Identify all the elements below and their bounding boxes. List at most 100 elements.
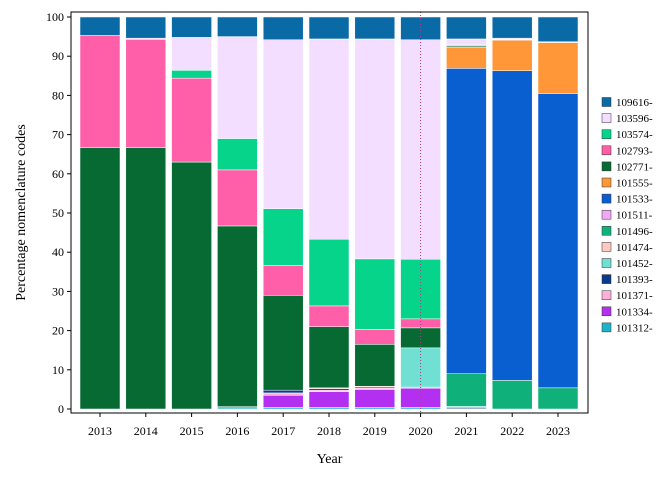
bar-segment-102771-2016 (217, 225, 258, 407)
legend-label: 101371- (616, 290, 653, 302)
bar-column-2014 (125, 16, 167, 410)
legend-item-101371: 101371- (601, 290, 653, 302)
bar-segment-109616-2013 (79, 16, 121, 36)
x-tick-label: 2019 (363, 424, 387, 438)
bar-segment-103596-2019 (354, 38, 396, 260)
legend-label: 109616- (616, 97, 653, 109)
x-tick-label: 2015 (180, 424, 204, 438)
x-axis: 2013 2014 2015 2016 2017 2018 2019 2020 2021 2022… (88, 413, 570, 438)
bar-segment-109616-2014 (125, 16, 167, 39)
y-tick-label: 20 (52, 324, 64, 338)
x-tick-label: 2018 (317, 424, 341, 438)
bar-segment-102771-2019 (354, 344, 396, 387)
bar-segment-102793-2016 (217, 169, 258, 227)
bar-segment-101555-2023 (537, 42, 579, 94)
y-tick-label: 60 (52, 167, 64, 181)
bar-segment-103574-2020 (400, 259, 441, 320)
bar-segment-103574-2015 (171, 70, 212, 79)
y-tick-label: 50 (52, 206, 64, 220)
bar-column-2019 (354, 16, 396, 410)
bar-column-2018 (308, 16, 350, 410)
x-tick-label: 2013 (88, 424, 112, 438)
bar-segment-109616-2022 (491, 16, 533, 39)
legend-item-102793: 102793- (601, 145, 653, 157)
x-tick-label: 2017 (271, 424, 295, 438)
bar-segment-109616-2023 (537, 16, 579, 42)
bar-segment-101555-2022 (491, 39, 533, 71)
bar-segment-102771-2015 (171, 161, 212, 410)
legend-swatch (601, 193, 612, 204)
legend-swatch (601, 274, 612, 284)
x-axis-label: Year (317, 452, 343, 467)
legend-item-101511: 101511- (601, 210, 653, 222)
bar-segment-103574-2017 (262, 208, 304, 266)
legend-item-101452: 101452- (601, 258, 653, 270)
bar-segment-103596-2018 (308, 38, 350, 240)
x-tick-label: 2014 (134, 424, 158, 438)
bar-column-2020 (400, 16, 441, 410)
bar-segment-102771-2018 (308, 326, 350, 389)
bar-segment-109616-2016 (217, 16, 258, 37)
bar-segment-102793-2020 (400, 318, 441, 329)
bar-segment-101371-2017 (262, 392, 304, 396)
y-tick-label: 80 (52, 88, 64, 102)
y-axis-label: Percentage nomenclature codes (14, 124, 29, 300)
bar-column-2013 (79, 16, 121, 410)
bar-segment-102771-2013 (79, 147, 121, 410)
y-tick-label: 90 (52, 49, 64, 63)
bar-segment-101496-2022 (491, 380, 533, 410)
legend-label: 101511- (616, 210, 653, 222)
bar-segment-102793-2017 (262, 265, 304, 296)
legend-label: 103574- (616, 129, 653, 141)
bar-segment-109616-2017 (262, 16, 304, 40)
y-axis: 0 10 20 30 40 50 60 70 80 90 100 (46, 10, 71, 416)
legend-label: 101312- (616, 322, 653, 334)
legend-item-101334: 101334- (601, 306, 653, 318)
legend-label: 103596- (616, 113, 653, 125)
legend-item-103596: 103596- (601, 113, 653, 125)
bar-column-2021 (446, 16, 487, 410)
bar-segment-103596-2016 (217, 36, 258, 139)
y-tick-label: 40 (52, 245, 64, 259)
legend-swatch (601, 97, 612, 107)
bar-segment-109616-2015 (171, 16, 212, 38)
bar-segment-102793-2015 (171, 77, 212, 163)
bar-segment-103574-2019 (354, 258, 396, 330)
bar-segment-109616-2019 (354, 16, 396, 40)
legend-swatch (601, 290, 612, 300)
bar-segment-102793-2019 (354, 329, 396, 345)
bar-segment-101533-2021 (446, 68, 487, 374)
legend-swatch (601, 258, 612, 268)
legend-item-101393: 101393- (601, 274, 653, 286)
legend-label: 102793- (616, 145, 653, 157)
legend-swatch (601, 177, 612, 188)
legend-swatch (601, 113, 612, 123)
legend-item-101474: 101474- (601, 242, 653, 254)
bars-group (79, 16, 579, 410)
bar-segment-102793-2014 (125, 39, 167, 148)
bar-segment-101334-2019 (354, 389, 396, 408)
bar-segment-102793-2018 (308, 305, 350, 327)
bar-segment-103574-2018 (308, 239, 350, 307)
legend-swatch (601, 226, 612, 236)
bar-column-2016 (217, 16, 258, 410)
legend-item-101533: 101533- (601, 193, 653, 206)
y-tick-label: 30 (52, 284, 64, 298)
bar-column-2023 (537, 16, 579, 410)
legend-item-101496: 101496- (601, 226, 653, 238)
legend-item-109616: 109616- (601, 97, 653, 109)
y-tick-label: 10 (52, 363, 64, 377)
y-tick-label: 100 (46, 10, 64, 24)
legend-label: 101393- (616, 274, 653, 286)
legend-swatch (601, 322, 612, 333)
legend-label: 101474- (616, 242, 653, 254)
legend-label: 102771- (616, 161, 653, 173)
x-tick-label: 2023 (546, 424, 570, 438)
y-tick-label: 0 (58, 402, 64, 416)
bar-segment-101334-2018 (308, 391, 350, 408)
bar-segment-101533-2023 (537, 93, 579, 389)
legend-swatch (601, 161, 612, 172)
bar-segment-109616-2018 (308, 16, 350, 40)
legend-swatch (601, 129, 612, 139)
